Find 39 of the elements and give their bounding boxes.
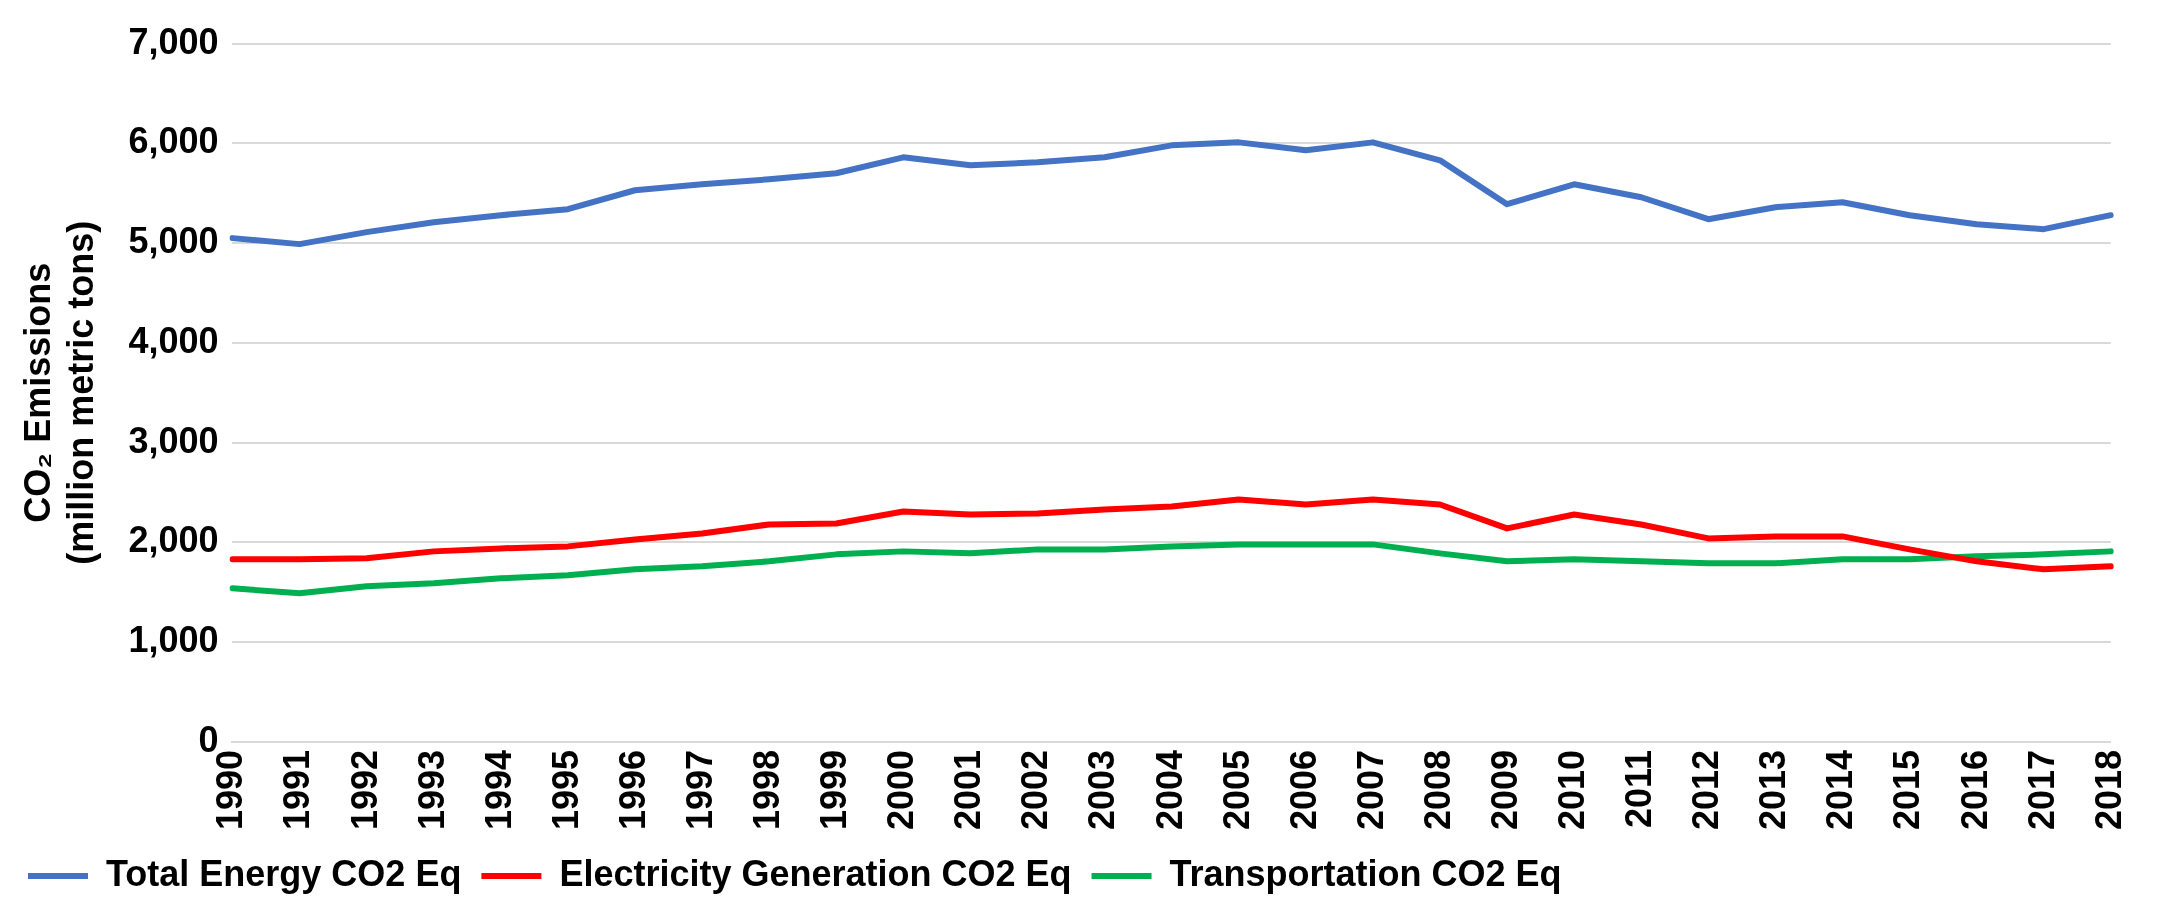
x-tick-label: 1992 <box>343 749 385 831</box>
legend-label: Transportation CO2 Eq <box>1169 852 1562 894</box>
x-tick-label: 2012 <box>1685 749 1727 831</box>
x-tick-label: 2003 <box>1081 749 1123 831</box>
x-tick-label: 1998 <box>746 749 788 831</box>
x-tick-label: 2006 <box>1282 749 1324 831</box>
x-tick-label: 2002 <box>1014 749 1056 831</box>
x-tick-label: 1996 <box>611 749 653 831</box>
x-tick-label: 2018 <box>2087 749 2129 831</box>
y-axis-title: CO₂ Emissions (million metric tons) <box>16 220 101 565</box>
y-tick-label: 6,000 <box>128 120 219 162</box>
y-tick-label: 7,000 <box>128 20 219 62</box>
legend-label: Total Energy CO2 Eq <box>106 852 462 894</box>
x-tick-label: 2005 <box>1215 749 1257 831</box>
x-tick-label: 1994 <box>477 749 519 831</box>
x-tick-label: 2013 <box>1752 749 1794 831</box>
x-tick-label: 1995 <box>544 749 586 831</box>
x-tick-label: 2017 <box>2020 749 2062 831</box>
y-tick-label: 2,000 <box>128 519 219 561</box>
x-tick-label: 2014 <box>1819 749 1861 831</box>
x-tick-label: 2016 <box>1953 749 1995 831</box>
x-tick-label: 1999 <box>813 749 855 831</box>
x-tick-label: 2009 <box>1483 749 1525 831</box>
x-tick-label: 2000 <box>880 749 922 831</box>
x-tick-label: 2004 <box>1148 749 1190 831</box>
y-tick-label: 3,000 <box>128 419 219 461</box>
x-tick-label: 2008 <box>1416 749 1458 831</box>
y-tick-label: 4,000 <box>128 319 219 361</box>
x-tick-label: 1991 <box>276 749 318 831</box>
legend-label: Electricity Generation CO2 Eq <box>559 852 1072 894</box>
x-tick-label: 2015 <box>1886 749 1928 831</box>
y-tick-label: 1,000 <box>128 619 219 661</box>
x-tick-label: 1997 <box>678 749 720 831</box>
x-tick-label: 1993 <box>410 749 452 831</box>
x-tick-label: 2010 <box>1551 749 1593 831</box>
x-tick-label: 2011 <box>1618 749 1660 829</box>
x-tick-label: 2001 <box>947 749 989 831</box>
y-tick-label: 5,000 <box>128 220 219 262</box>
x-tick-label: 2007 <box>1349 749 1391 831</box>
